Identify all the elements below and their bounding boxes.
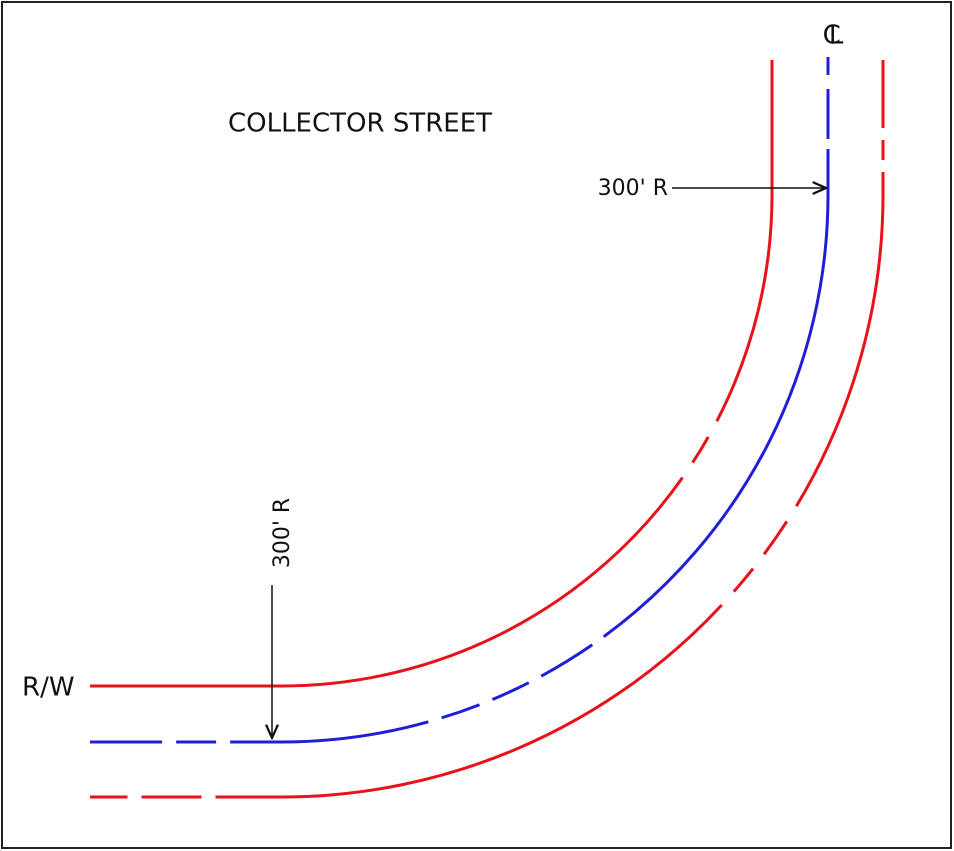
row-line-inner xyxy=(90,60,774,688)
centerline-label: CL xyxy=(823,21,844,51)
centerline xyxy=(90,57,830,744)
radius-label: 300' R xyxy=(598,176,668,201)
radius-label: 300' R xyxy=(270,498,295,568)
row-label: R/W xyxy=(22,673,75,703)
row-line-outer xyxy=(90,60,885,799)
title: COLLECTOR STREET xyxy=(228,109,492,139)
